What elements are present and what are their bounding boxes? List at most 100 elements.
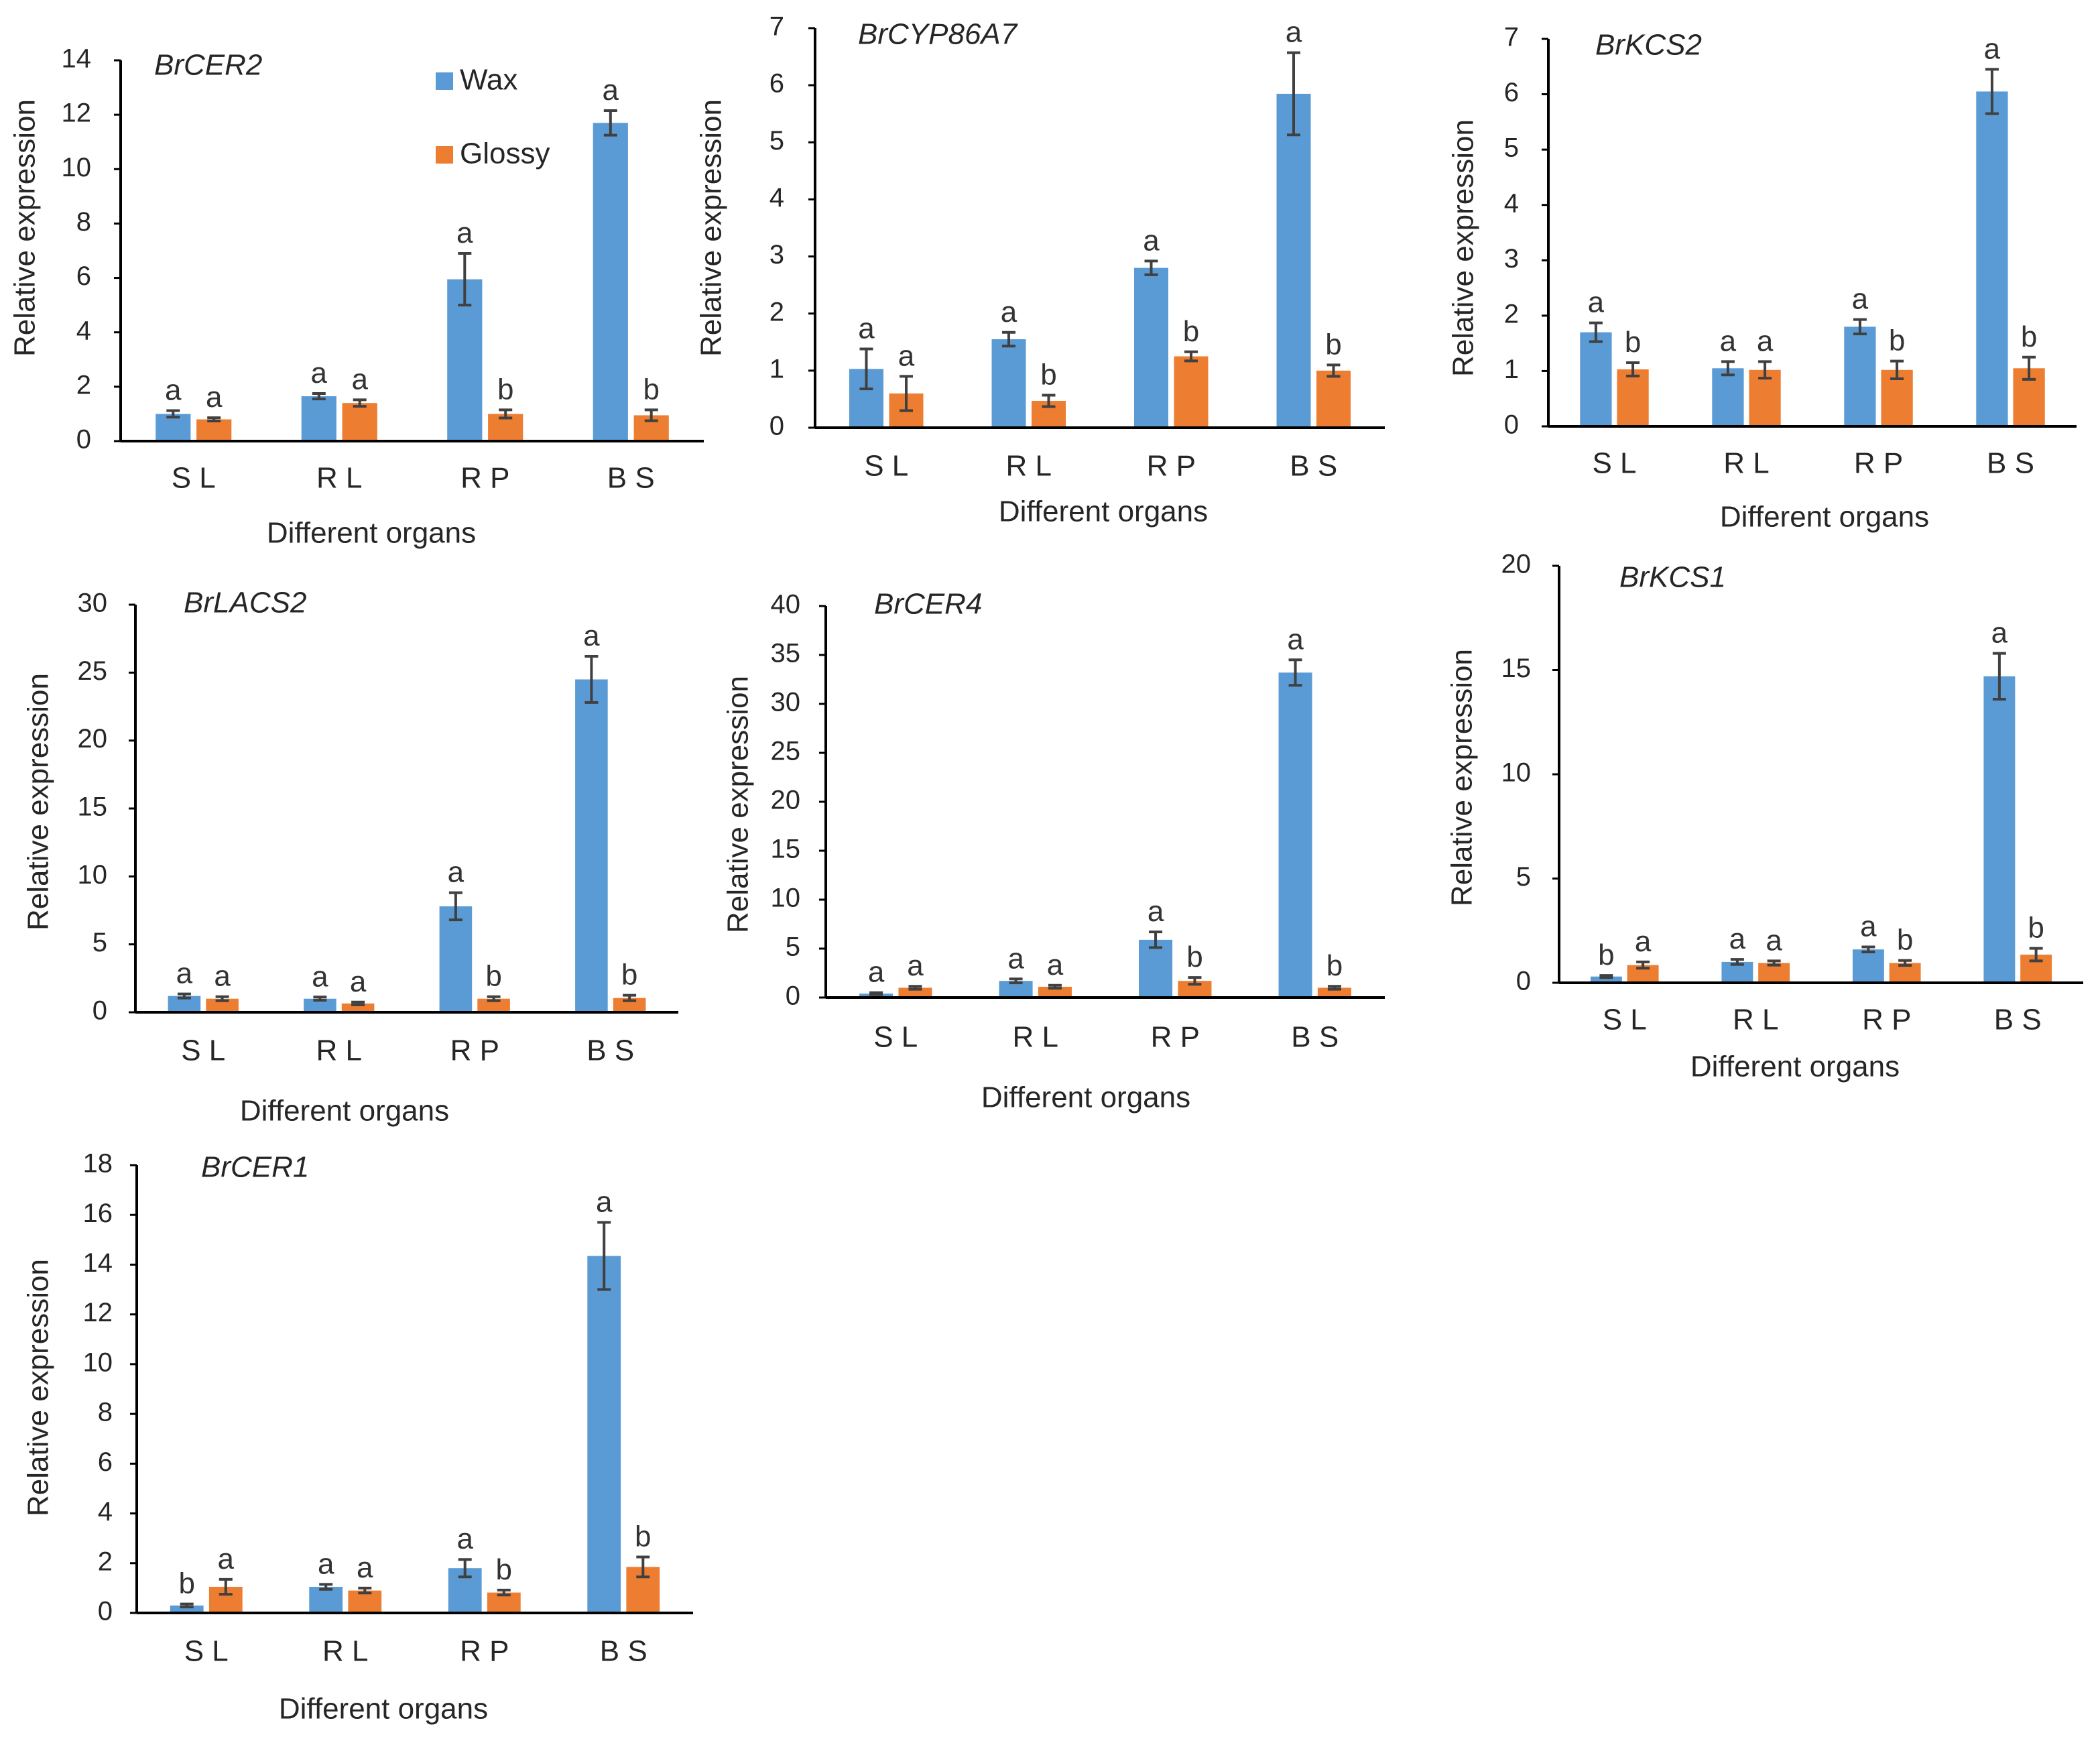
significance-letter: a bbox=[1991, 617, 2008, 650]
y-tick-label: 20 bbox=[1501, 550, 1532, 579]
error-bar bbox=[458, 1558, 472, 1579]
glossy-bar bbox=[1617, 369, 1649, 426]
wax-bar bbox=[1712, 368, 1744, 426]
significance-letter: a bbox=[1286, 16, 1302, 49]
significance-letter: a bbox=[456, 217, 473, 249]
y-tick-label: 1 bbox=[1504, 355, 1519, 384]
significance-letter: a bbox=[868, 956, 885, 989]
glossy-bar bbox=[341, 1003, 375, 1012]
error-bar bbox=[1992, 652, 2006, 701]
x-axis-title: Different organs bbox=[981, 1081, 1190, 1114]
error-bar bbox=[597, 1221, 611, 1291]
significance-letter: a bbox=[214, 960, 231, 993]
significance-letter: b bbox=[1183, 315, 1199, 348]
chart-title: BrKCS1 bbox=[1619, 561, 1726, 594]
significance-letter: a bbox=[1757, 324, 1774, 357]
significance-letter: a bbox=[898, 339, 915, 372]
x-axis-title: Different organs bbox=[1720, 501, 1929, 534]
error-bar bbox=[1861, 945, 1875, 953]
significance-letter: a bbox=[1143, 224, 1160, 257]
glossy-bar bbox=[206, 998, 239, 1012]
significance-letter: a bbox=[456, 1522, 473, 1555]
error-bar bbox=[180, 1602, 194, 1609]
category-label: S L bbox=[1592, 447, 1636, 480]
y-axis-title: Relative expression bbox=[22, 673, 55, 930]
error-bar bbox=[1721, 360, 1735, 377]
error-bar bbox=[312, 392, 326, 401]
y-tick-label: 6 bbox=[769, 69, 784, 99]
glossy-bar bbox=[342, 403, 377, 441]
category-label: R L bbox=[316, 462, 362, 495]
significance-letter: b bbox=[1040, 358, 1056, 391]
y-tick-label: 0 bbox=[1516, 967, 1531, 996]
y-tick-label: 8 bbox=[76, 207, 91, 237]
y-tick-label: 12 bbox=[83, 1298, 113, 1327]
significance-letter: a bbox=[1860, 910, 1877, 943]
y-axis-title: Relative expression bbox=[9, 99, 42, 357]
chart-title: BrCYP86A7 bbox=[858, 18, 1018, 51]
y-tick-label: 0 bbox=[92, 996, 107, 1026]
significance-letter: a bbox=[165, 374, 182, 407]
error-bar bbox=[908, 985, 922, 991]
y-tick-label: 16 bbox=[83, 1199, 113, 1228]
wax-bar bbox=[1580, 332, 1612, 426]
category-label: S L bbox=[172, 462, 216, 495]
significance-letter: b bbox=[178, 1567, 194, 1600]
y-axis-title: Relative expression bbox=[1447, 119, 1480, 377]
y-tick-label: 15 bbox=[78, 792, 108, 822]
y-tick-label: 10 bbox=[1501, 758, 1532, 788]
category-label: B S bbox=[600, 1635, 647, 1668]
x-axis-title: Different organs bbox=[240, 1095, 449, 1128]
category-label: B S bbox=[1291, 1021, 1339, 1054]
wax-bar bbox=[1983, 676, 2016, 983]
error-bar bbox=[584, 655, 599, 704]
legend-label: Wax bbox=[460, 64, 517, 97]
category-label: S L bbox=[1603, 1004, 1647, 1036]
significance-letter: a bbox=[1720, 324, 1737, 357]
legend: Wax Glossy bbox=[436, 64, 550, 170]
error-bar bbox=[1767, 959, 1781, 967]
wax-bar bbox=[1276, 93, 1311, 428]
legend-label: Glossy bbox=[460, 137, 550, 170]
significance-letter: a bbox=[357, 1551, 373, 1584]
significance-letter: a bbox=[448, 856, 465, 889]
significance-letter: b bbox=[1186, 941, 1202, 973]
significance-letter: b bbox=[1625, 326, 1641, 359]
category-label: R L bbox=[316, 1034, 362, 1067]
y-tick-label: 14 bbox=[83, 1248, 113, 1278]
wax-bar bbox=[304, 998, 336, 1012]
error-bar bbox=[166, 409, 180, 419]
y-tick-label: 8 bbox=[98, 1398, 113, 1427]
wax-bar bbox=[439, 906, 473, 1012]
category-label: S L bbox=[864, 450, 908, 483]
legend-swatch-glossy bbox=[436, 146, 453, 164]
error-bar bbox=[1327, 985, 1341, 991]
significance-letter: b bbox=[497, 373, 513, 406]
category-label: R L bbox=[1723, 447, 1769, 480]
glossy-bar bbox=[1038, 986, 1072, 998]
error-bar bbox=[644, 408, 658, 422]
error-bar bbox=[487, 995, 501, 1002]
y-tick-label: 0 bbox=[1504, 410, 1519, 440]
category-label: R P bbox=[460, 462, 509, 495]
y-tick-label: 25 bbox=[78, 656, 108, 686]
wax-bar bbox=[1976, 91, 2008, 426]
error-bar bbox=[448, 891, 462, 922]
y-tick-label: 2 bbox=[76, 370, 91, 400]
y-tick-label: 12 bbox=[62, 99, 92, 128]
significance-letter: b bbox=[1326, 949, 1343, 982]
x-axis-title: Different organs bbox=[279, 1693, 488, 1726]
wax-bar bbox=[1278, 672, 1312, 998]
y-tick-label: 1 bbox=[769, 354, 784, 383]
error-bar bbox=[1048, 983, 1062, 990]
chart-title: BrKCS2 bbox=[1595, 29, 1702, 62]
wax-bar bbox=[1139, 939, 1173, 998]
error-bar bbox=[497, 1588, 511, 1597]
y-tick-label: 18 bbox=[83, 1149, 113, 1179]
